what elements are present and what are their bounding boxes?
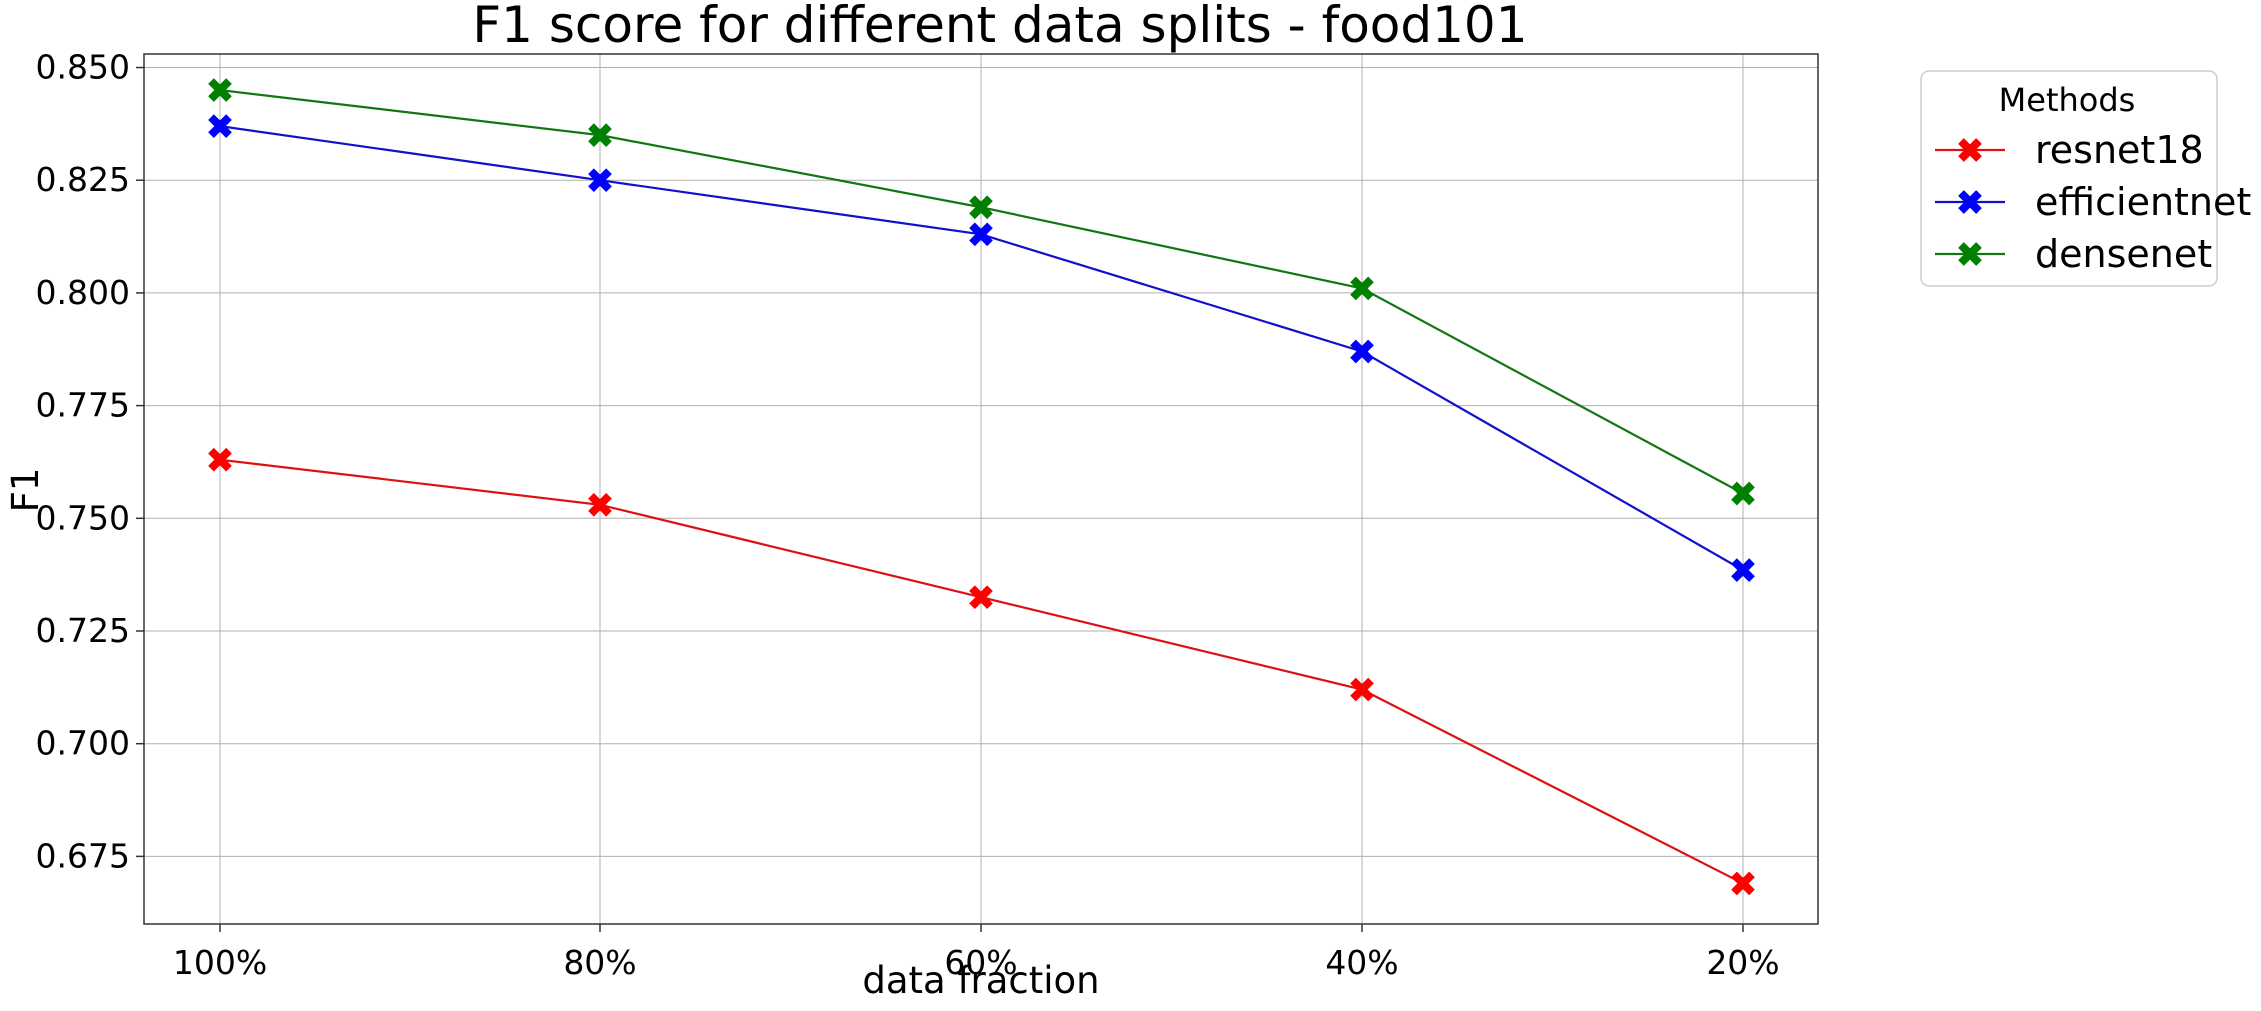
data-point-densenet [1350,276,1374,301]
data-point-densenet [969,195,993,220]
data-point-efficientnet [208,114,232,138]
data-point-efficientnet [588,168,612,193]
y-axis-ticks: 0.675 0.700 0.725 0.750 0.775 0.800 0.825 0.850 [36,48,144,875]
data-point-efficientnet [1731,558,1755,582]
data-point-resnet18 [588,492,612,517]
x-tick-label: 20% [1706,943,1779,982]
data-point-densenet [208,78,232,102]
y-tick-label: 0.675 [36,836,130,875]
grid-lines [144,54,1818,924]
y-tick-label: 0.850 [36,48,130,87]
data-point-resnet18 [1350,677,1374,702]
legend-item-densenet: densenet [1935,232,2212,276]
x-tick-label: 100% [173,943,267,982]
legend-label: efficientnet [2035,180,2251,224]
data-point-densenet [1731,481,1755,506]
legend-box [1920,70,2218,287]
legend: Methods resnet18 efficientnet densenet [1920,70,2251,287]
legend-label: densenet [2035,232,2212,276]
x-tick-label: 60% [944,943,1017,982]
y-tick-label: 0.825 [36,160,130,199]
data-point-efficientnet [969,222,993,247]
y-tick-label: 0.700 [36,724,130,763]
data-point-densenet [588,123,612,147]
y-tick-label: 0.775 [36,386,130,425]
data-points [208,78,1755,896]
data-point-resnet18 [969,585,993,610]
legend-swatch-marker [1958,242,1982,266]
x-tick-label: 40% [1325,943,1398,982]
legend-title: Methods [1999,81,2136,119]
x-tick-label: 80% [563,943,636,982]
y-tick-label: 0.800 [36,273,130,312]
y-axis-label: F1 [4,468,47,513]
legend-item-efficientnet: efficientnet [1935,180,2251,224]
y-tick-label: 0.750 [36,498,130,537]
data-point-efficientnet [1350,339,1374,364]
chart-title: F1 score for different data splits - foo… [472,0,1527,54]
data-point-resnet18 [1731,871,1755,896]
x-axis-label: data fraction [862,959,1099,1002]
x-axis-ticks: 100% 80% 60% 40% 20% [173,924,1780,982]
legend-items: resnet18 efficientnet densenet [1935,128,2251,276]
legend-swatch-marker [1958,190,1982,214]
legend-label: resnet18 [2035,128,2204,172]
y-tick-label: 0.725 [36,611,130,650]
data-point-resnet18 [208,447,232,472]
legend-swatch-marker [1958,138,1982,162]
legend-item-resnet18: resnet18 [1935,128,2204,172]
